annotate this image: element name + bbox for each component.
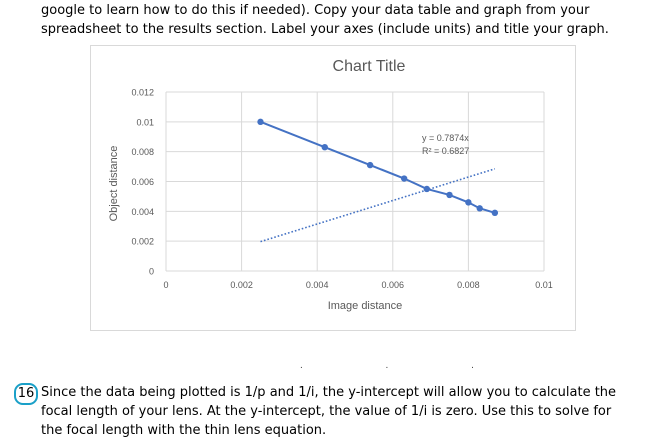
scatter-chart: Chart Title 0 0.002 0.004 0.006 0.008 0.01 0.01… (108, 58, 553, 312)
data-point (491, 209, 499, 217)
y-axis-label: Object distance (108, 146, 120, 222)
question-line-3: the focal length with the thin lens equa… (41, 423, 327, 438)
x-tick-label: 0.01 (535, 280, 553, 290)
question-line-2: focal length of your lens. At the y-inte… (41, 404, 612, 419)
trendline-equation: y = 0.7874x (422, 133, 469, 143)
data-point (446, 191, 453, 199)
x-tick-label: 0.008 (457, 280, 480, 290)
y-tick-label: 0.002 (131, 237, 154, 247)
intro-line-2: spreadsheet to the results section. Labe… (41, 22, 609, 37)
data-point (465, 199, 472, 206)
trendline-r-squared: R² = 0.6827 (422, 146, 469, 156)
y-tick-label: 0.004 (131, 207, 154, 217)
data-point (423, 185, 431, 193)
data-point (400, 175, 408, 182)
trendline (260, 168, 496, 243)
stray-marks: . . . (300, 360, 514, 371)
data-point (321, 143, 328, 151)
instructions-text: google to learn how to do this if needed… (41, 1, 641, 39)
y-tick-label: 0.012 (131, 88, 154, 98)
question-number-badge: 16 (14, 383, 38, 405)
y-tick-label: 0 (149, 267, 154, 277)
y-tick-label: 0.01 (136, 117, 154, 127)
y-tick-label: 0.008 (131, 147, 154, 157)
data-point (257, 118, 264, 126)
data-point (476, 205, 483, 212)
question-16: 16 Since the data being plotted is 1/p a… (14, 383, 641, 440)
x-tick-label: 0.002 (230, 280, 253, 290)
x-tick-label: 0 (163, 280, 168, 290)
x-tick-label: 0.004 (306, 280, 329, 290)
y-tick-label: 0.006 (131, 177, 154, 187)
question-line-1: Since the data being plotted is 1/p and … (41, 385, 617, 400)
data-point (366, 161, 374, 169)
x-tick-label: 0.006 (382, 280, 405, 290)
chart-title: Chart Title (333, 58, 406, 75)
intro-line-1: google to learn how to do this if needed… (41, 3, 590, 18)
x-axis-label: Image distance (328, 300, 403, 312)
chart-frame[interactable]: Chart Title 0 0.002 0.004 0.006 0.008 0.01 0.01… (90, 45, 576, 331)
